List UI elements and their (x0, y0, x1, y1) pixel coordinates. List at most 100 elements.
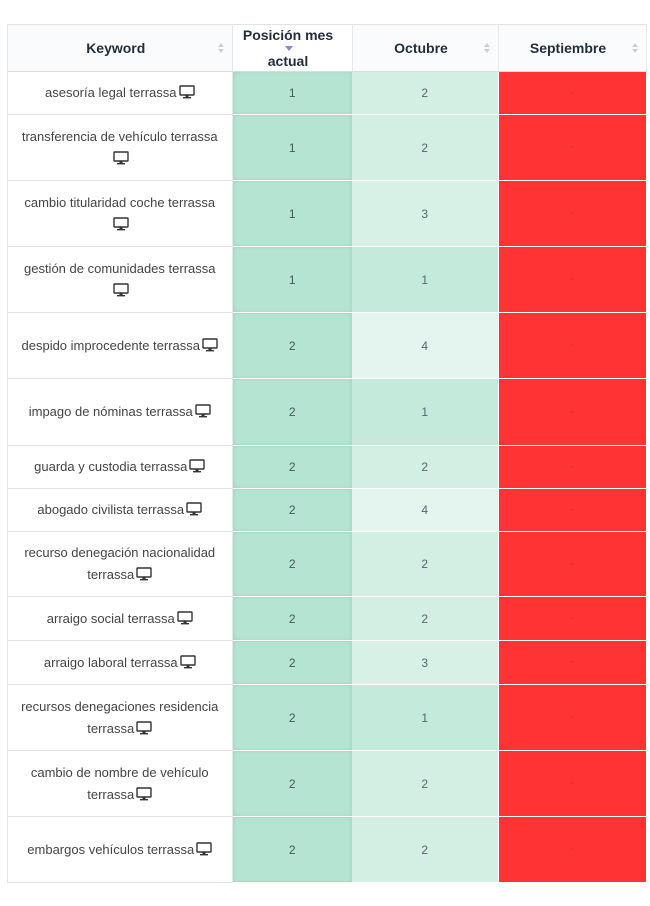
october-cell: 2 (352, 531, 498, 597)
keyword-text: recursos denegaciones residencia terrass… (21, 698, 219, 736)
table-row: arraigo laboral terrassa 2 3- (8, 640, 646, 685)
keyword-text: arraigo laboral terrassa (43, 654, 178, 670)
october-cell: 2 (352, 816, 498, 883)
keyword-cell: recurso denegación nacionalidad terrassa (8, 531, 233, 597)
october-cell: 1 (352, 684, 498, 751)
desktop-icon (195, 403, 211, 418)
sort-icon[interactable] (217, 43, 224, 53)
september-cell: - (497, 180, 646, 247)
keyword-cell: embargos vehículos terrassa (8, 816, 233, 883)
position-cell: 2 (232, 531, 352, 597)
position-cell: 1 (232, 246, 352, 313)
position-cell: 2 (232, 816, 352, 883)
table-row: embargos vehículos terrassa 2 2- (8, 816, 646, 883)
desktop-icon (179, 654, 196, 668)
desktop-icon (136, 566, 152, 581)
keyword-cell: abogado civilista terrassa (8, 488, 233, 532)
keyword-text: guarda y custodia terrassa (34, 459, 188, 474)
october-cell: 2 (352, 750, 498, 817)
desktop-icon (136, 720, 152, 734)
position-cell: 2 (232, 640, 352, 685)
table-row: impago de nóminas terrassa 2 1- (8, 378, 646, 446)
desktop-icon (136, 786, 152, 800)
keyword-text: impago de nóminas terrassa (28, 404, 193, 419)
september-cell: - (497, 312, 646, 379)
desktop-icon (189, 458, 206, 473)
september-cell: - (497, 246, 646, 313)
sort-desc-active-icon[interactable] (285, 46, 293, 52)
column-header-september[interactable]: Septiembre (498, 24, 647, 72)
header-row: Keyword Posición mes actual Octubre Sept… (8, 24, 647, 72)
position-cell: 1 (232, 114, 352, 181)
table-row: arraigo social terrassa 2 2- (8, 596, 646, 641)
october-cell: 2 (352, 596, 498, 641)
column-header-october[interactable]: Octubre (352, 24, 499, 72)
keyword-cell: asesoría legal terrassa (8, 71, 233, 115)
keyword-text: despido improcedente terrassa (21, 337, 201, 353)
position-cell: 2 (232, 684, 352, 751)
keyword-cell: cambio titularidad coche terrassa (8, 180, 233, 247)
column-header-position-label-line2: actual (267, 52, 309, 69)
october-cell: 2 (352, 71, 498, 115)
position-cell: 1 (232, 71, 352, 115)
column-header-keyword-label: Keyword (86, 39, 146, 56)
september-cell: - (497, 531, 646, 597)
column-header-september-label: Septiembre (529, 39, 607, 56)
october-cell: 1 (352, 378, 498, 446)
position-cell: 2 (232, 488, 352, 532)
table-header: Keyword Posición mes actual Octubre Sept… (8, 24, 647, 72)
table-row: recurso denegación nacionalidad terrassa… (8, 531, 646, 597)
keyword-cell: impago de nóminas terrassa (8, 378, 233, 446)
position-cell: 1 (232, 180, 352, 247)
desktop-icon (196, 841, 212, 855)
keyword-text: arraigo social terrassa (46, 610, 175, 626)
september-cell: - (497, 640, 646, 685)
table-row: transferencia de vehículo terrassa 1 2- (8, 114, 646, 181)
sort-icon[interactable] (631, 43, 638, 53)
column-header-position[interactable]: Posición mes actual (232, 24, 353, 72)
table-row: asesoría legal terrassa 1 2- (8, 71, 646, 115)
column-header-october-label: Octubre (394, 39, 448, 56)
position-cell: 2 (232, 596, 352, 641)
column-header-position-label-line1: Posición mes (242, 26, 334, 43)
table-row: despido improcedente terrassa 2 4- (8, 312, 646, 379)
desktop-icon (113, 150, 129, 164)
keyword-cell: gestión de comunidades terrassa (8, 246, 233, 313)
keyword-text: asesoría legal terrassa (44, 85, 177, 100)
september-cell: - (497, 750, 646, 817)
column-header-keyword[interactable]: Keyword (8, 24, 233, 72)
september-cell: - (497, 684, 646, 751)
september-cell: - (497, 114, 646, 181)
position-cell: 2 (232, 312, 352, 379)
position-cell: 2 (232, 378, 352, 446)
table-row: guarda y custodia terrassa 2 2- (8, 445, 646, 489)
september-cell: - (497, 596, 646, 641)
october-cell: 4 (352, 488, 498, 532)
keyword-text: embargos vehículos terrassa (27, 841, 195, 857)
keyword-cell: recursos denegaciones residencia terrass… (8, 684, 233, 751)
sort-icon[interactable] (483, 43, 490, 53)
keyword-text: gestión de comunidades terrassa (23, 260, 216, 276)
october-cell: 1 (352, 246, 498, 313)
october-cell: 2 (352, 114, 498, 181)
keyword-ranking-table: Keyword Posición mes actual Octubre Sept… (8, 24, 647, 883)
table-row: abogado civilista terrassa 2 4- (8, 488, 646, 532)
september-cell: - (497, 378, 646, 446)
table-row: cambio titularidad coche terrassa 1 3- (8, 180, 646, 247)
keyword-cell: transferencia de vehículo terrassa (8, 114, 233, 181)
desktop-icon (176, 610, 193, 624)
desktop-icon (178, 84, 195, 99)
table-row: cambio de nombre de vehículo terrassa 2 2- (8, 750, 646, 817)
october-cell: 3 (352, 180, 498, 247)
keyword-text: cambio de nombre de vehículo terrassa (30, 764, 209, 802)
keyword-text: recurso denegación nacionalidad terrassa (24, 545, 216, 582)
keyword-cell: cambio de nombre de vehículo terrassa (8, 750, 233, 817)
october-cell: 2 (352, 445, 498, 489)
keyword-text: abogado civilista terrassa (37, 502, 185, 517)
september-cell: - (497, 71, 646, 115)
october-cell: 4 (352, 312, 498, 379)
september-cell: - (497, 488, 646, 532)
table-body: asesoría legal terrassa 1 2- transferencia … (8, 71, 646, 883)
desktop-icon (113, 282, 129, 296)
keyword-cell: arraigo laboral terrassa (8, 640, 233, 685)
